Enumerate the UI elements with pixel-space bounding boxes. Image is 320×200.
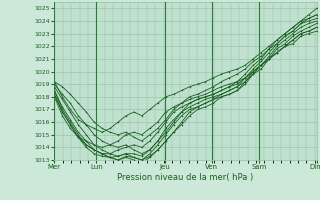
X-axis label: Pression niveau de la mer( hPa ): Pression niveau de la mer( hPa ) [117,173,254,182]
